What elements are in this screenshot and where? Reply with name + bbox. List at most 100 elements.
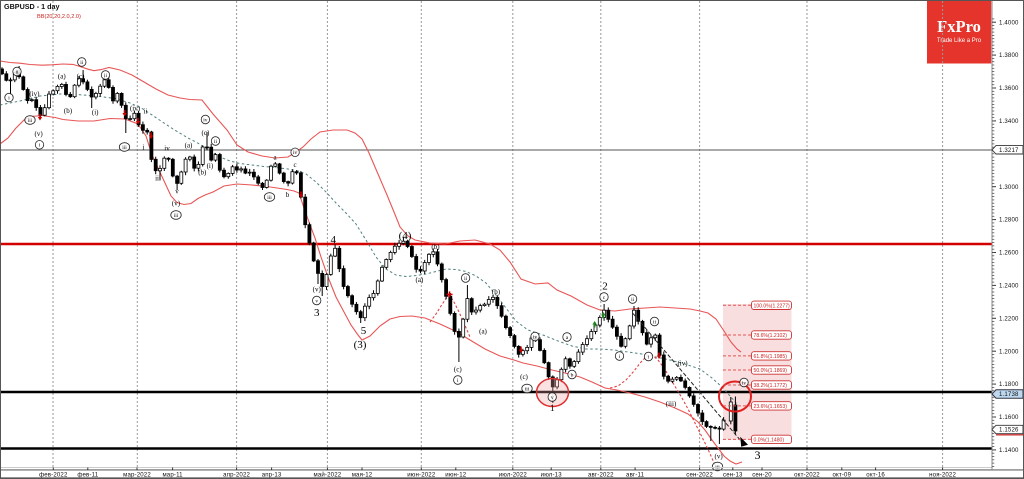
svg-text:(a): (a): [479, 328, 487, 336]
svg-text:4: 4: [331, 234, 337, 246]
svg-text:1.1600: 1.1600: [999, 414, 1019, 421]
svg-text:a: a: [273, 154, 277, 162]
svg-text:c: c: [603, 295, 606, 301]
svg-text:(c): (c): [454, 366, 462, 374]
svg-text:1.4000: 1.4000: [999, 19, 1019, 26]
svg-text:(a): (a): [58, 72, 66, 80]
svg-text:мая-12: мая-12: [352, 472, 373, 479]
svg-text:(iv): (iv): [29, 90, 40, 98]
svg-text:(b): (b): [198, 169, 207, 177]
svg-text:(b): (b): [492, 288, 501, 296]
svg-text:GBPUSD - 1 day: GBPUSD - 1 day: [4, 2, 60, 11]
svg-text:FxPro: FxPro: [937, 17, 981, 36]
svg-text:iv: iv: [533, 334, 537, 340]
svg-text:b: b: [571, 372, 574, 378]
svg-text:iii: iii: [122, 145, 127, 151]
svg-text:i: i: [39, 143, 41, 149]
svg-text:i: i: [648, 354, 650, 360]
svg-text:5: 5: [361, 325, 367, 337]
svg-text:50.0%(1.1869): 50.0%(1.1869): [754, 368, 788, 374]
svg-text:(iv): (iv): [677, 360, 688, 368]
svg-text:iii: iii: [155, 175, 161, 183]
svg-text:сен-2022: сен-2022: [686, 472, 713, 479]
svg-text:ii: ii: [144, 108, 148, 116]
svg-text:окт-2022: окт-2022: [794, 472, 820, 479]
svg-text:(b): (b): [431, 243, 440, 251]
svg-text:iv: iv: [164, 145, 170, 153]
svg-text:мар-11: мар-11: [162, 472, 183, 479]
svg-text:окт-09: окт-09: [832, 472, 851, 479]
svg-text:(4): (4): [399, 230, 412, 242]
svg-text:2: 2: [602, 281, 608, 293]
svg-text:v: v: [551, 395, 554, 401]
svg-text:1.3600: 1.3600: [999, 85, 1019, 92]
svg-text:сен-20: сен-20: [752, 472, 772, 479]
svg-text:Trade Like a Pro: Trade Like a Pro: [937, 38, 982, 44]
svg-text:окт-16: окт-16: [866, 472, 885, 479]
svg-text:v: v: [315, 298, 318, 304]
svg-text:ii: ii: [464, 276, 467, 282]
svg-text:(a): (a): [185, 142, 193, 150]
svg-text:1.3400: 1.3400: [999, 118, 1019, 125]
svg-text:ii: ii: [16, 69, 19, 75]
svg-text:i: i: [8, 96, 10, 102]
svg-text:ii: ii: [653, 319, 656, 325]
svg-text:(i): (i): [207, 162, 214, 170]
svg-text:сен-13: сен-13: [723, 472, 743, 479]
svg-text:авг-11: авг-11: [626, 472, 645, 479]
svg-text:1.1526: 1.1526: [999, 427, 1019, 434]
svg-text:(v): (v): [35, 130, 44, 138]
svg-text:1.2600: 1.2600: [999, 250, 1019, 257]
svg-text:i: i: [143, 144, 145, 152]
svg-text:iv: iv: [203, 117, 207, 123]
svg-text:3: 3: [314, 307, 320, 319]
svg-text:(c): (c): [77, 73, 85, 81]
svg-text:1.1800: 1.1800: [999, 381, 1019, 388]
svg-text:апр-13: апр-13: [262, 472, 282, 479]
svg-text:июл-13: июл-13: [541, 472, 563, 479]
svg-text:iii: iii: [174, 213, 179, 219]
svg-text:1: 1: [550, 403, 555, 413]
svg-text:3: 3: [755, 448, 761, 462]
svg-text:июн-12: июн-12: [445, 472, 467, 479]
svg-text:1.2400: 1.2400: [999, 283, 1019, 290]
svg-text:май-2022: май-2022: [314, 472, 342, 479]
svg-text:(v): (v): [313, 286, 322, 294]
svg-text:b: b: [286, 191, 290, 199]
svg-text:0.0%(1.1480): 0.0%(1.1480): [754, 437, 785, 443]
svg-text:(c): (c): [202, 129, 210, 137]
svg-text:1.2000: 1.2000: [999, 348, 1019, 355]
svg-text:(3): (3): [354, 339, 367, 351]
svg-text:фев-11: фев-11: [77, 472, 98, 479]
svg-text:ii: ii: [631, 297, 634, 303]
svg-text:(a): (a): [416, 276, 424, 284]
svg-text:1.3800: 1.3800: [999, 52, 1019, 59]
svg-text:(iv): (iv): [130, 105, 141, 113]
svg-text:апр-2022: апр-2022: [223, 472, 250, 479]
svg-text:ii: ii: [214, 139, 217, 145]
svg-text:i: i: [457, 378, 459, 384]
svg-text:iv: iv: [742, 380, 746, 386]
svg-text:ii: ii: [104, 73, 107, 79]
svg-text:1.2200: 1.2200: [999, 315, 1019, 322]
svg-text:1.1400: 1.1400: [999, 447, 1019, 454]
svg-text:1.3000: 1.3000: [999, 184, 1019, 191]
svg-text:78.6%(1.2102): 78.6%(1.2102): [754, 333, 788, 339]
svg-text:(c): (c): [520, 373, 528, 381]
svg-text:c: c: [294, 161, 297, 169]
svg-text:1.1738: 1.1738: [999, 391, 1019, 398]
svg-text:a: a: [566, 335, 569, 341]
svg-text:(i): (i): [92, 108, 99, 116]
svg-text:ноя-2022: ноя-2022: [929, 472, 956, 479]
svg-text:(b): (b): [64, 107, 73, 115]
svg-text:38.2%(1.1772): 38.2%(1.1772): [754, 383, 788, 389]
svg-text:v: v: [175, 188, 179, 196]
svg-text:авг-2022: авг-2022: [588, 472, 614, 479]
svg-text:мар-2022: мар-2022: [123, 472, 151, 479]
svg-text:ii: ii: [80, 60, 83, 66]
svg-text:(iii): (iii): [666, 400, 677, 408]
svg-text:(v): (v): [715, 453, 724, 461]
svg-text:1.2800: 1.2800: [999, 217, 1019, 224]
svg-text:фев-2022: фев-2022: [39, 472, 68, 479]
svg-text:61.8%(1.1985): 61.8%(1.1985): [754, 354, 788, 360]
